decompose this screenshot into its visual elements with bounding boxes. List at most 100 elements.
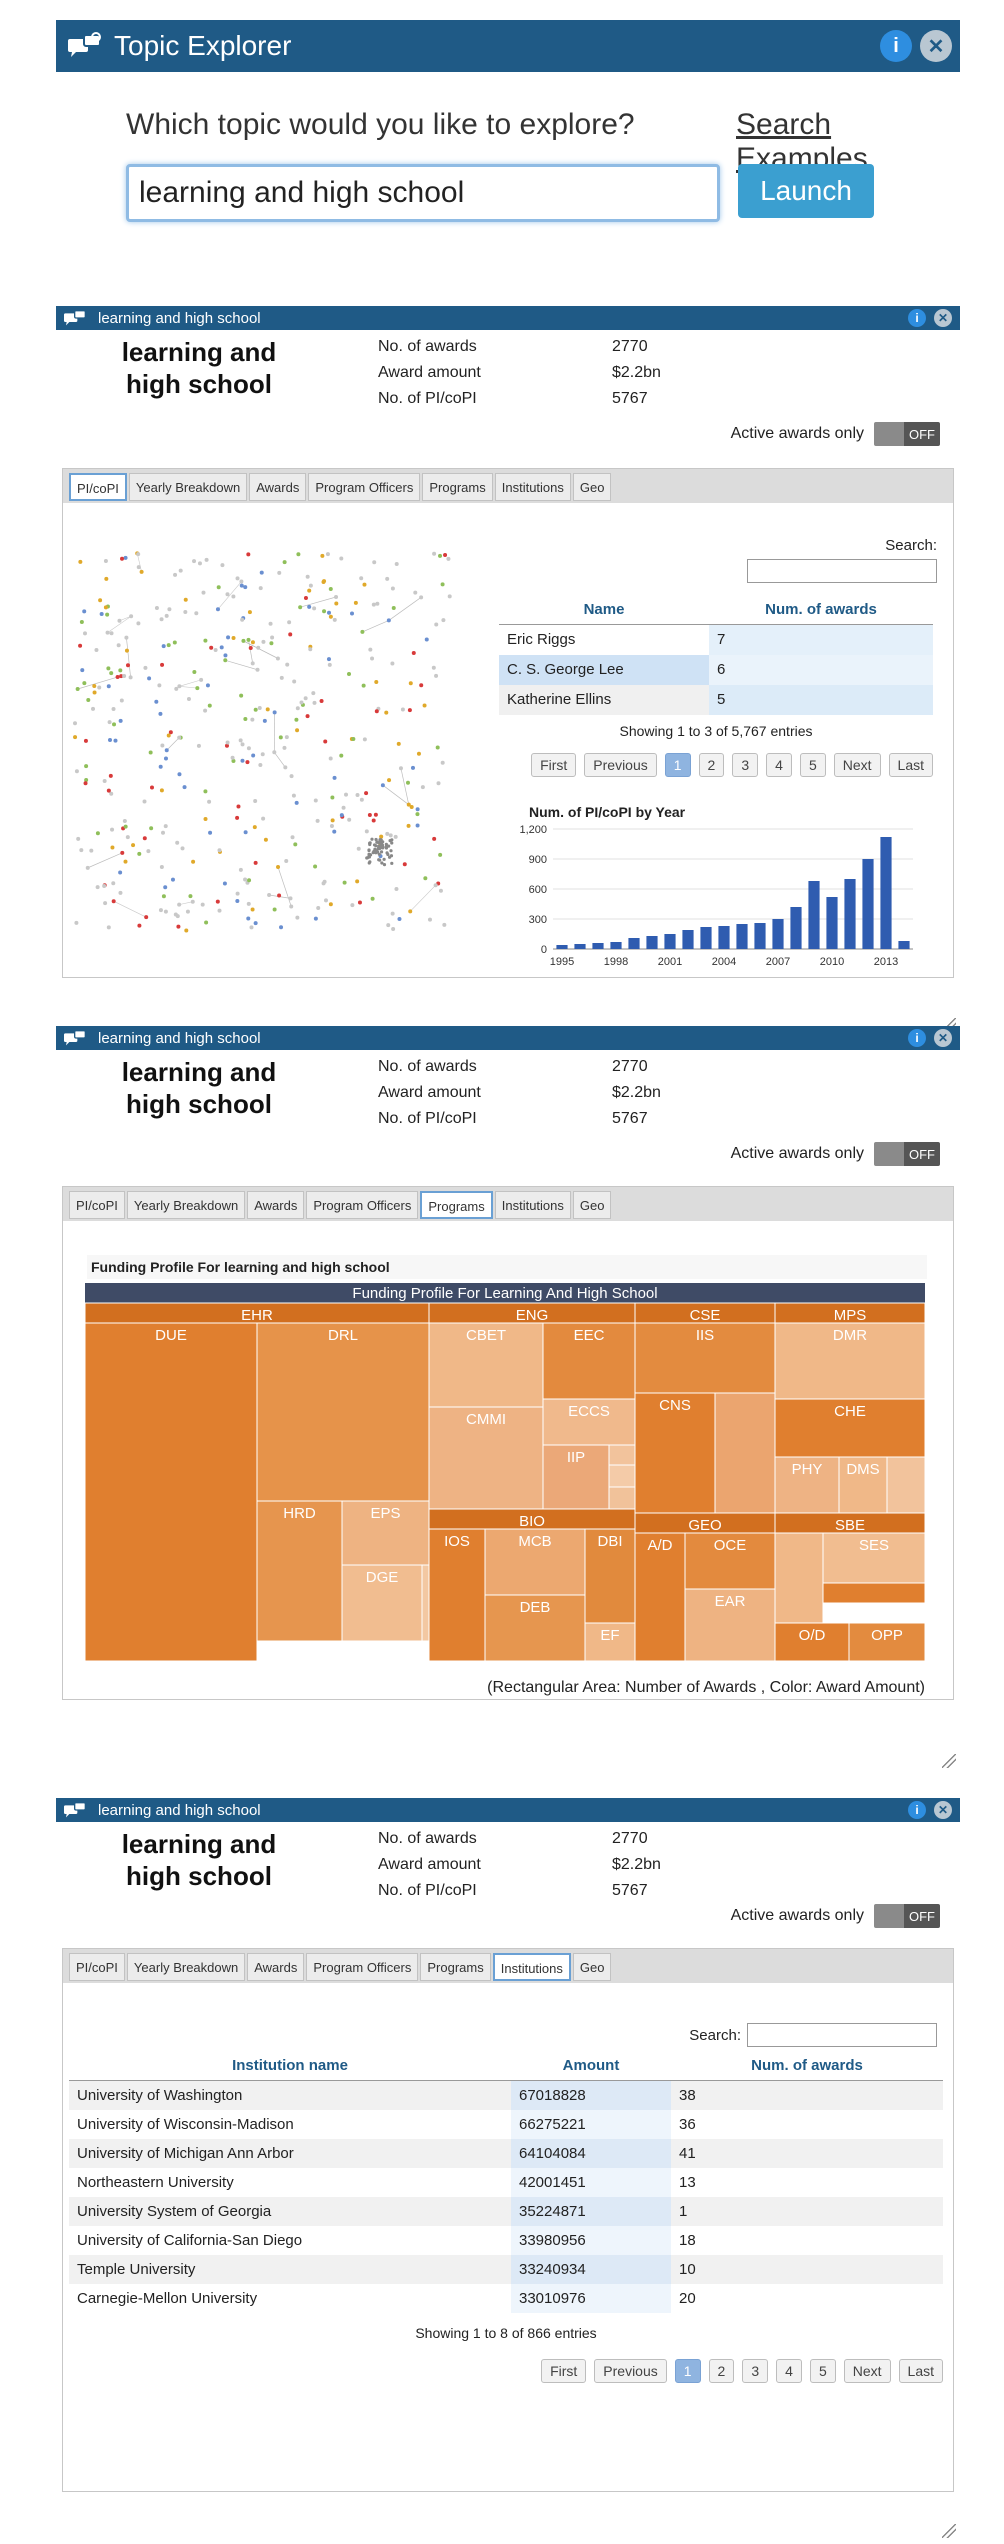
page-2-button[interactable]: 2 — [708, 2358, 735, 2383]
next-page-button[interactable]: Next — [833, 752, 881, 777]
bar[interactable] — [772, 919, 784, 949]
bar[interactable] — [646, 936, 658, 949]
active-awards-toggle[interactable]: OFF — [874, 1142, 940, 1166]
active-awards-toggle[interactable]: OFF — [874, 1904, 940, 1928]
column-header-name[interactable]: Name — [583, 601, 625, 618]
tab-program-officers[interactable]: Program Officers — [306, 1953, 419, 1981]
bar[interactable] — [592, 943, 604, 949]
program-due[interactable] — [85, 1322, 258, 1661]
first-page-button[interactable]: First — [531, 752, 577, 777]
tab-program-officers[interactable]: Program Officers — [306, 1191, 419, 1219]
program-ear[interactable] — [684, 1588, 776, 1661]
program-ef[interactable] — [584, 1622, 636, 1661]
program-phy[interactable] — [774, 1456, 840, 1514]
last-page-button[interactable]: Last — [888, 752, 933, 777]
program-oce[interactable] — [684, 1532, 776, 1590]
tab-geo[interactable]: Geo — [572, 1953, 612, 1981]
bar[interactable] — [754, 923, 766, 949]
program-minor[interactable] — [822, 1582, 925, 1604]
info-icon[interactable]: i — [880, 30, 912, 62]
previous-page-button[interactable]: Previous — [594, 2358, 667, 2383]
bar[interactable] — [556, 945, 568, 949]
tab-pi-copi[interactable]: PI/coPI — [69, 473, 127, 501]
page-3-button[interactable]: 3 — [732, 752, 759, 777]
pi-search-input[interactable] — [747, 559, 937, 583]
tab-yearly-breakdown[interactable]: Yearly Breakdown — [126, 1191, 246, 1219]
first-page-button[interactable]: First — [541, 2358, 587, 2383]
funding-treemap[interactable]: Funding Profile For Learning And High Sc… — [85, 1283, 925, 1661]
page-4-button[interactable]: 4 — [766, 752, 792, 777]
bar[interactable] — [664, 934, 676, 949]
program-deb[interactable] — [484, 1594, 586, 1661]
program-minor[interactable] — [714, 1392, 776, 1514]
table-row[interactable]: University of Washington 67018828 38 — [69, 2080, 943, 2110]
table-row[interactable]: Carnegie-Mellon University 33010976 20 — [69, 2283, 943, 2313]
inst-search-input[interactable] — [747, 2023, 937, 2047]
table-row[interactable]: Katherine Ellins 5 — [499, 684, 933, 715]
bar[interactable] — [682, 930, 694, 949]
collaboration-network-graph[interactable] — [69, 547, 459, 937]
tab-pi-copi[interactable]: PI/coPI — [69, 1953, 125, 1981]
program-dmr[interactable] — [774, 1322, 925, 1400]
table-row[interactable]: University of Wisconsin-Madison 66275221 3… — [69, 2109, 943, 2139]
next-page-button[interactable]: Next — [843, 2358, 891, 2383]
close-icon[interactable]: ✕ — [920, 30, 952, 62]
bar[interactable] — [574, 944, 586, 949]
tab-geo[interactable]: Geo — [572, 1191, 612, 1219]
tab-program-officers[interactable]: Program Officers — [308, 473, 421, 501]
active-awards-toggle[interactable]: OFF — [874, 422, 940, 446]
page-5-button[interactable]: 5 — [809, 2358, 836, 2383]
program-od[interactable] — [774, 1622, 850, 1661]
info-icon[interactable]: i — [908, 309, 926, 327]
program-opp[interactable] — [848, 1622, 925, 1661]
program-minor[interactable] — [608, 1464, 636, 1488]
tab-institutions[interactable]: Institutions — [492, 1953, 571, 1981]
table-row[interactable]: Northeastern University 42001451 13 — [69, 2167, 943, 2197]
page-5-button[interactable]: 5 — [799, 752, 826, 777]
program-minor[interactable] — [608, 1486, 636, 1510]
tab-awards[interactable]: Awards — [249, 473, 307, 501]
tab-institutions[interactable]: Institutions — [494, 473, 571, 501]
program-drl[interactable] — [256, 1322, 430, 1502]
bar[interactable] — [790, 907, 802, 949]
program-che[interactable] — [774, 1398, 925, 1458]
tab-programs[interactable]: Programs — [422, 473, 493, 501]
info-icon[interactable]: i — [908, 1029, 926, 1047]
previous-page-button[interactable]: Previous — [584, 752, 657, 777]
bar[interactable] — [844, 879, 856, 949]
close-icon[interactable]: ✕ — [934, 309, 952, 327]
bar[interactable] — [736, 924, 748, 949]
bar[interactable] — [880, 837, 892, 949]
resize-handle[interactable] — [942, 1754, 956, 1768]
bar[interactable] — [826, 897, 838, 949]
table-row[interactable]: Eric Riggs 7 — [499, 624, 933, 655]
program-mcb[interactable] — [484, 1528, 586, 1596]
info-icon[interactable]: i — [908, 1801, 926, 1819]
close-icon[interactable]: ✕ — [934, 1801, 952, 1819]
program-cns[interactable] — [634, 1392, 716, 1514]
program-eps[interactable] — [341, 1500, 430, 1566]
program-ad[interactable] — [634, 1532, 686, 1661]
tab-yearly-breakdown[interactable]: Yearly Breakdown — [126, 1953, 246, 1981]
program-minor[interactable] — [886, 1456, 925, 1514]
tab-programs[interactable]: Programs — [420, 1191, 493, 1219]
page-3-button[interactable]: 3 — [742, 2358, 769, 2383]
column-header-awards[interactable]: Num. of awards — [765, 601, 877, 618]
table-row[interactable]: C. S. George Lee 6 — [499, 654, 933, 685]
bar[interactable] — [898, 941, 910, 949]
page-1-button[interactable]: 1 — [674, 2358, 701, 2383]
program-ses[interactable] — [822, 1532, 925, 1584]
resize-handle[interactable] — [942, 2524, 956, 2538]
tab-pi-copi[interactable]: PI/coPI — [69, 1191, 125, 1219]
program-dbi[interactable] — [584, 1528, 636, 1624]
table-row[interactable]: University System of Georgia 35224871 1 — [69, 2196, 943, 2226]
tab-awards[interactable]: Awards — [247, 1953, 305, 1981]
launch-button[interactable]: Launch — [738, 164, 874, 218]
program-minor[interactable] — [608, 1444, 636, 1466]
program-minor[interactable] — [774, 1532, 824, 1624]
program-minor[interactable] — [421, 1564, 430, 1642]
tab-programs[interactable]: Programs — [420, 1953, 491, 1981]
tab-awards[interactable]: Awards — [247, 1191, 305, 1219]
bar[interactable] — [628, 938, 640, 949]
page-1-button[interactable]: 1 — [664, 752, 691, 777]
